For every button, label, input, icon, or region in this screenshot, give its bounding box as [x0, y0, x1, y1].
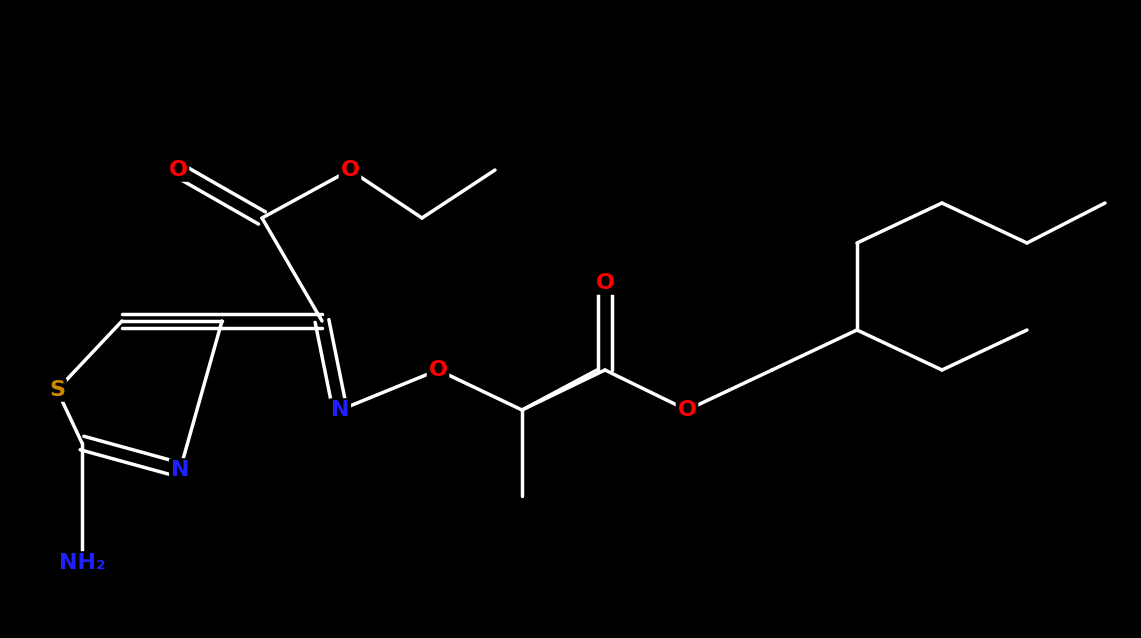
Text: O: O: [678, 400, 696, 420]
Text: N: N: [331, 400, 349, 420]
Text: N: N: [171, 460, 189, 480]
Text: NH₂: NH₂: [58, 553, 105, 573]
Text: O: O: [429, 360, 447, 380]
Text: O: O: [596, 273, 615, 293]
Text: O: O: [169, 160, 187, 180]
Text: O: O: [340, 160, 359, 180]
Text: S: S: [49, 380, 65, 400]
